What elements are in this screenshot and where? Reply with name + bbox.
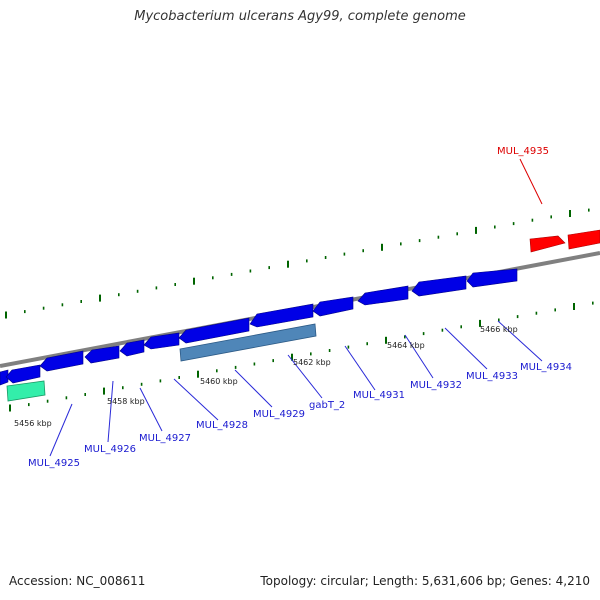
gene-arrow-mul-4927[interactable] [84,345,120,364]
accession-text: Accession: NC_008611 [9,574,146,588]
position-tick-label: 5462 kbp [293,358,331,367]
gene-arrow-partial[interactable] [0,369,9,386]
gene-label-mul-4926[interactable]: MUL_4926 [84,444,136,455]
position-tick-label: 5456 kbp [14,419,52,428]
gene-arrow-mul-4932[interactable] [411,275,467,297]
feature-block-steelblue[interactable] [179,323,317,362]
gene-label-mul-4933[interactable]: MUL_4933 [466,371,518,382]
position-tick-label: 5466 kbp [480,325,518,334]
position-tick-label: 5460 kbp [200,377,238,386]
gene-label-mul-4928[interactable]: MUL_4928 [196,420,248,431]
gene-label-mul-4929[interactable]: MUL_4929 [253,409,305,420]
position-tick-label: 5458 kbp [107,397,145,406]
gene-arrow-mul-4928-b[interactable] [143,332,180,350]
feature-block-teal[interactable] [6,380,46,402]
gene-arrow-mul-4931-b[interactable] [357,285,409,306]
gene-arrow-mul-4925[interactable] [5,364,41,384]
position-tick-label: 5464 kbp [387,341,425,350]
gene-arrow-mul-4933[interactable] [466,268,518,288]
gene-label-gabt-2[interactable]: gabT_2 [309,400,345,411]
gene-arrow-mul-4929[interactable] [178,317,250,344]
map-title: Mycobacterium ulcerans Agy99, complete g… [134,9,466,24]
gene-label-mul-4932[interactable]: MUL_4932 [410,380,462,391]
outer-tick-ring [5,208,590,319]
gene-label-mul-4934[interactable]: MUL_4934 [520,362,572,373]
gene-arrow-gabt-2[interactable] [249,303,314,328]
gene-arrow-mul-4928-a[interactable] [119,339,145,357]
gene-arrow-mul-4931-a[interactable] [312,296,354,317]
label-leader-lines [49,320,543,457]
genome-summary-text: Topology: circular; Length: 5,631,606 bp… [260,574,590,588]
label-leader-line-red [519,158,543,205]
gene-arrow-forward-partial[interactable] [567,229,600,250]
gene-label-mul-4931[interactable]: MUL_4931 [353,390,405,401]
gene-label-mul-4935[interactable]: MUL_4935 [497,146,549,157]
gene-label-mul-4925[interactable]: MUL_4925 [28,458,80,469]
gene-arrow-mul-4935[interactable] [529,235,566,253]
gene-arrow-mul-4926[interactable] [39,350,84,372]
gene-label-mul-4927[interactable]: MUL_4927 [139,433,191,444]
